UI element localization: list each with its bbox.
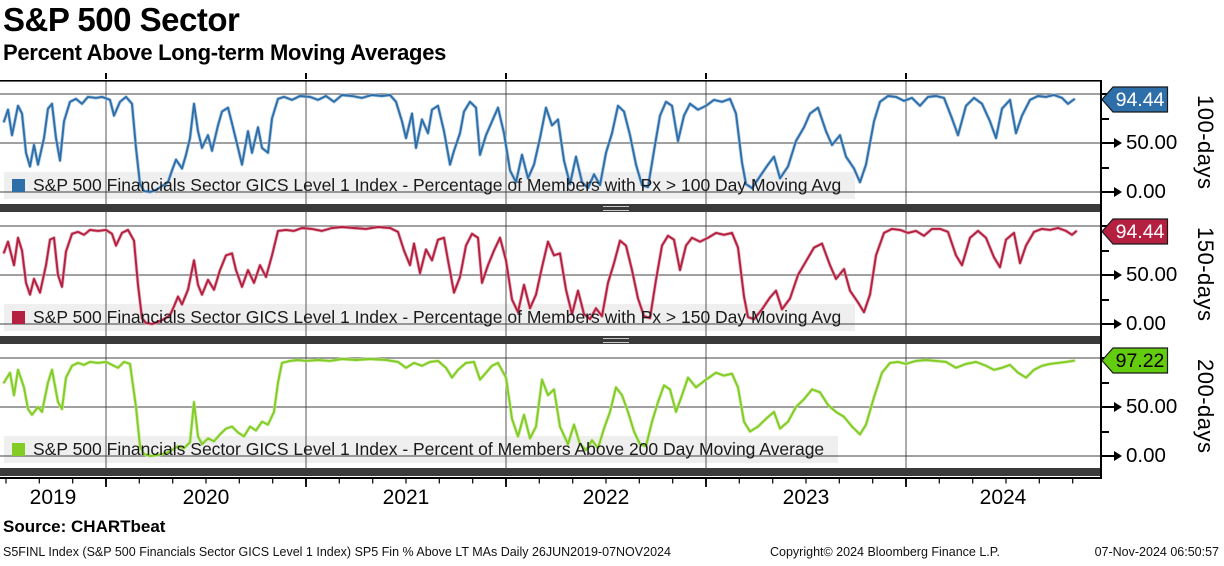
y-axis-line	[1100, 80, 1102, 479]
y-tick-arrow	[1102, 319, 1122, 329]
footer-bar: S5FINL Index (S&P 500 Financials Sector …	[0, 545, 1224, 563]
legend-swatch-green	[12, 443, 25, 456]
last-value-tag-150-days: 94.44	[1101, 218, 1169, 245]
panel-150-days: S&P 500 Financials Sector GICS Level 1 I…	[0, 212, 1100, 336]
x-tick-label-2024: 2024	[979, 486, 1027, 509]
x-tick-label-2019: 2019	[29, 486, 77, 509]
panel-axis-title-100-days: 100-days	[1193, 94, 1218, 190]
y-tick-arrow	[1102, 138, 1122, 148]
y-tick-label-50: 50.00	[1126, 131, 1178, 154]
y-minor-tick	[1102, 299, 1109, 301]
legend-label: S&P 500 Financials Sector GICS Level 1 I…	[33, 175, 842, 195]
x-tick-label-2022: 2022	[582, 486, 630, 509]
y-minor-tick	[1102, 431, 1109, 433]
legend-150-days: S&P 500 Financials Sector GICS Level 1 I…	[4, 304, 855, 331]
panel-divider	[0, 204, 1100, 212]
y-tick-arrow	[1102, 451, 1122, 461]
y-tick-arrow	[1102, 402, 1122, 412]
line-plot-150-days[interactable]	[0, 212, 1100, 336]
panel-axis-title-200-days: 200-days	[1193, 358, 1218, 454]
legend-swatch-blue	[12, 179, 25, 192]
legend-label: S&P 500 Financials Sector GICS Level 1 I…	[33, 307, 842, 327]
y-tick-arrow	[1102, 187, 1122, 197]
x-axis-line	[0, 477, 1102, 479]
timestamp: 07-Nov-2024 06:50:57	[1094, 545, 1219, 559]
last-value-tag-100-days: 94.44	[1101, 86, 1169, 113]
divider-drag-handle[interactable]	[603, 338, 629, 343]
y-minor-tick	[1102, 250, 1109, 252]
y-minor-tick	[1102, 93, 1109, 95]
line-plot-200-days[interactable]	[0, 344, 1100, 468]
legend-100-days: S&P 500 Financials Sector GICS Level 1 I…	[4, 172, 855, 199]
top-tick	[105, 73, 107, 79]
x-axis-ticks	[5, 479, 1074, 487]
top-axis-ticks	[0, 73, 1100, 80]
legend-background: S&P 500 Financials Sector GICS Level 1 I…	[4, 172, 856, 199]
y-tick-label-0: 0.00	[1126, 312, 1166, 335]
y-minor-tick	[1102, 167, 1109, 169]
x-tick-label-2021: 2021	[382, 486, 430, 509]
y-minor-tick	[1102, 382, 1109, 384]
panel-axis-title-150-days: 150-days	[1193, 226, 1218, 322]
svg-text:97.22: 97.22	[1116, 350, 1165, 372]
line-plot-100-days[interactable]	[0, 80, 1100, 204]
page-title: S&P 500 Sector	[3, 1, 240, 38]
legend-background: S&P 500 Financials Sector GICS Level 1 I…	[4, 304, 856, 331]
x-tick-label-2023: 2023	[782, 486, 830, 509]
last-value-tag-200-days: 97.22	[1101, 347, 1169, 374]
legend-swatch-red	[12, 311, 25, 324]
y-tick-label-0: 0.00	[1126, 180, 1166, 203]
legend-200-days: S&P 500 Financials Sector GICS Level 1 I…	[4, 436, 838, 463]
chart-header: S&P 500 Sector Percent Above Long-term M…	[3, 0, 446, 66]
top-tick	[305, 73, 307, 79]
top-tick	[705, 73, 707, 79]
page-subtitle: Percent Above Long-term Moving Averages	[3, 40, 447, 65]
x-tick-label-2020: 2020	[182, 486, 230, 509]
ticker-description: S5FINL Index (S&P 500 Financials Sector …	[3, 545, 671, 559]
top-tick	[905, 73, 907, 79]
y-tick-label-0: 0.00	[1126, 444, 1166, 467]
y-minor-tick	[1102, 225, 1109, 227]
legend-label: S&P 500 Financials Sector GICS Level 1 I…	[33, 439, 825, 459]
bottom-divider	[0, 468, 1100, 476]
top-tick	[505, 73, 507, 79]
source-credit: Source: CHARTbeat	[3, 517, 166, 536]
svg-text:94.44: 94.44	[1116, 89, 1165, 111]
panel-divider	[0, 336, 1100, 344]
y-minor-tick	[1102, 118, 1109, 120]
divider-drag-handle[interactable]	[603, 206, 629, 211]
y-tick-label-50: 50.00	[1126, 395, 1178, 418]
y-tick-label-50: 50.00	[1126, 263, 1178, 286]
chart-area: S&P 500 Financials Sector GICS Level 1 I…	[0, 73, 1224, 520]
panel-100-days: S&P 500 Financials Sector GICS Level 1 I…	[0, 80, 1100, 204]
panel-200-days: S&P 500 Financials Sector GICS Level 1 I…	[0, 344, 1100, 468]
copyright-notice: Copyright© 2024 Bloomberg Finance L.P.	[770, 545, 1000, 559]
y-tick-arrow	[1102, 270, 1122, 280]
svg-text:94.44: 94.44	[1116, 221, 1165, 243]
